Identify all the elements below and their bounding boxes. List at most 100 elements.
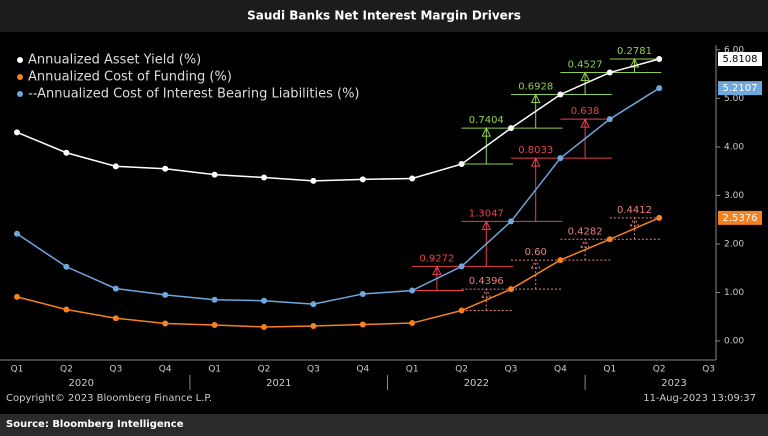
- delta-arrow: [481, 288, 492, 311]
- year-label: 2021: [266, 378, 291, 389]
- data-point: [162, 165, 169, 172]
- legend-marker: [17, 91, 23, 97]
- data-point: [14, 129, 20, 136]
- data-point: [359, 176, 366, 183]
- last-value-label: 5.2107: [723, 83, 758, 94]
- data-point: [14, 293, 20, 300]
- series-line: [16, 217, 660, 328]
- copyright: Copyright© 2023 Bloomberg Finance L.P.: [6, 393, 212, 404]
- data-point: [261, 323, 267, 330]
- title-bar: [0, 0, 768, 32]
- legend-marker: [17, 74, 23, 80]
- data-point: [557, 91, 564, 98]
- y-tick-label: 1.00: [724, 288, 744, 298]
- y-tick-label: 6.00: [724, 45, 744, 55]
- data-point: [606, 69, 613, 76]
- x-tick-label: Q3: [702, 365, 715, 375]
- last-value-box: [718, 210, 762, 225]
- data-point: [112, 163, 119, 170]
- timestamp: 11-Aug-2023 13:09:37: [643, 393, 756, 404]
- data-point: [656, 85, 663, 92]
- series-line: [16, 58, 660, 182]
- data-point: [656, 56, 663, 63]
- data-point: [606, 236, 613, 243]
- x-tick-label: Q4: [554, 365, 567, 375]
- delta-label: 0.60: [525, 247, 547, 258]
- x-tick-label: Q3: [307, 365, 320, 375]
- data-point: [162, 291, 169, 298]
- source-bar: [0, 414, 768, 436]
- data-point: [508, 286, 514, 293]
- data-point: [310, 322, 317, 329]
- data-point: [310, 177, 317, 184]
- x-tick-label: Q2: [455, 365, 468, 375]
- x-tick-label: Q1: [406, 365, 419, 375]
- x-tick-label: Q3: [109, 365, 122, 375]
- delta-label: 0.7404: [469, 115, 504, 126]
- plot-background: [0, 32, 768, 414]
- y-tick-label: 0.00: [724, 337, 744, 347]
- y-tick-label: 4.00: [724, 142, 744, 152]
- year-label: 2020: [68, 378, 93, 389]
- data-point: [557, 257, 564, 264]
- chart-title: Saudi Banks Net Interest Margin Drivers: [247, 9, 521, 23]
- data-point: [409, 320, 416, 327]
- data-point: [162, 320, 169, 327]
- last-value-label: 2.5376: [723, 213, 758, 224]
- series-line: [16, 87, 660, 305]
- legend-label: Annualized Asset Yield (%): [28, 53, 201, 68]
- last-value-box: [718, 81, 762, 96]
- delta-label: 0.8033: [518, 145, 553, 156]
- delta-label: 1.3047: [469, 208, 504, 219]
- data-point: [409, 175, 416, 182]
- data-point: [508, 218, 514, 225]
- x-tick-label: Q2: [258, 365, 271, 375]
- delta-arrow: [530, 258, 541, 290]
- data-point: [63, 263, 70, 270]
- data-point: [112, 315, 119, 322]
- data-point: [261, 174, 267, 181]
- legend-label: --Annualized Cost of Interest Bearing Li…: [28, 87, 360, 102]
- data-point: [63, 149, 70, 156]
- delta-label: 0.6928: [518, 81, 553, 92]
- delta-label: 0.4282: [568, 226, 603, 237]
- data-point: [359, 321, 366, 328]
- delta-arrow: [629, 216, 640, 240]
- x-tick-label: Q2: [653, 365, 666, 375]
- last-value-box: [718, 52, 762, 67]
- source: Source: Bloomberg Intelligence: [6, 419, 184, 430]
- delta-label: 0.638: [571, 106, 600, 117]
- x-tick-label: Q4: [356, 365, 369, 375]
- data-point: [359, 290, 366, 297]
- data-point: [211, 322, 218, 329]
- data-point: [14, 230, 20, 237]
- y-tick-label: 3.00: [724, 191, 744, 201]
- data-point: [458, 263, 465, 270]
- year-label: 2022: [464, 378, 489, 389]
- data-point: [63, 306, 70, 313]
- delta-label: 0.4396: [469, 276, 504, 287]
- legend-label: Annualized Cost of Funding (%): [28, 70, 232, 85]
- last-value-label: 5.8108: [723, 54, 758, 65]
- data-point: [557, 155, 564, 162]
- y-tick-label: 2.00: [724, 239, 744, 249]
- x-tick-label: Q3: [505, 365, 518, 375]
- data-point: [606, 116, 613, 123]
- data-point: [211, 171, 218, 178]
- x-tick-label: Q1: [208, 365, 221, 375]
- data-point: [112, 285, 119, 292]
- x-tick-label: Q1: [11, 365, 24, 375]
- data-point: [458, 307, 465, 314]
- x-tick-label: Q2: [60, 365, 73, 375]
- data-point: [211, 296, 218, 303]
- x-tick-label: Q1: [603, 365, 616, 375]
- delta-label: 0.4527: [568, 60, 603, 71]
- x-tick-label: Q4: [159, 365, 172, 375]
- delta-arrow: [580, 238, 590, 261]
- data-point: [409, 287, 416, 294]
- data-point: [458, 161, 465, 168]
- legend-marker: [17, 57, 23, 63]
- delta-label: 0.9272: [419, 253, 454, 264]
- y-tick-label: 5.00: [724, 94, 744, 104]
